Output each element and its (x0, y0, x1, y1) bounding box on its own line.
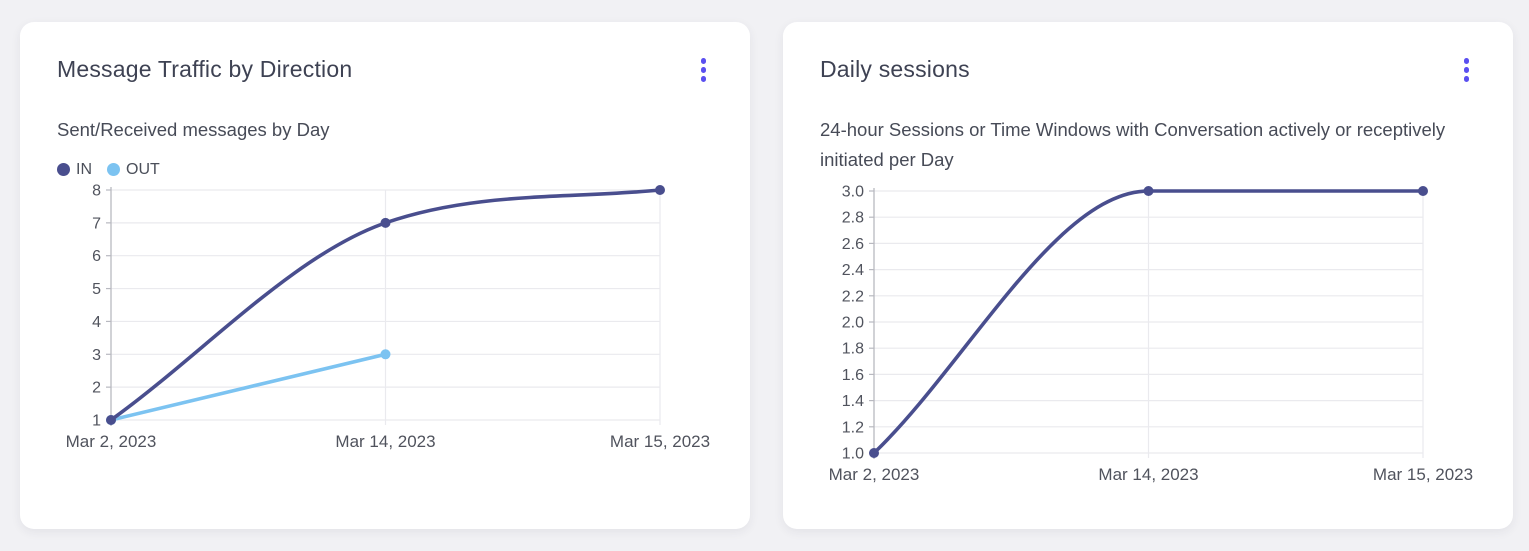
y-tick-label: 3 (92, 346, 101, 363)
legend-label: IN (76, 160, 92, 178)
line-chart-daily-sessions: 1.0 1.2 1.4 1.6 1.8 2.0 2.2 2.4 2.6 2.8 3.0 Mar 2, … (829, 183, 1473, 484)
data-point (655, 184, 665, 195)
x-tick-label: Mar 14, 2023 (1098, 465, 1198, 484)
card-daily-sessions: Daily sessions 24-hour Sessions or Time … (783, 22, 1513, 529)
kebab-dot (1463, 76, 1469, 82)
y-tick-label: 1.8 (842, 340, 864, 357)
y-tick-label: 2 (92, 379, 101, 396)
y-tick-label: 2.2 (842, 288, 864, 305)
y-tick-label: 3.0 (842, 183, 864, 200)
card-subtitle: 24-hour Sessions or Time Windows with Co… (820, 118, 1446, 170)
y-tick-label: 5 (92, 281, 101, 298)
card-message-traffic: Message Traffic by Direction Sent/Receiv… (20, 22, 750, 529)
legend-item-in[interactable]: IN (57, 161, 92, 179)
kebab-dot (700, 76, 706, 82)
y-tick-label: 2.6 (842, 235, 864, 252)
legend-label: OUT (126, 160, 160, 178)
y-tick-label: 8 (92, 182, 101, 199)
card-title: Message Traffic by Direction (57, 56, 353, 83)
x-tick-label: Mar 2, 2023 (66, 432, 157, 451)
y-tick-label: 2.0 (842, 314, 864, 331)
card-subtitle: Sent/Received messages by Day (57, 118, 330, 140)
card-title: Daily sessions (820, 56, 970, 83)
data-point (1418, 185, 1428, 196)
card-header: Daily sessions (820, 54, 1477, 86)
data-point (380, 348, 391, 359)
y-tick-label: 1.6 (842, 366, 864, 383)
kebab-dot (1463, 58, 1469, 64)
y-tick-label: 1.2 (842, 419, 864, 436)
legend-dot (107, 163, 120, 176)
legend-item-out[interactable]: OUT (107, 161, 160, 179)
y-tick-label: 2.8 (842, 209, 864, 226)
data-point (869, 447, 879, 458)
kebab-dot (1463, 67, 1469, 73)
y-tick-label: 1 (92, 412, 101, 429)
line-chart-message-traffic: 1 2 3 4 5 6 7 8 Mar 2, 2023 Mar 14, 2023 Mar 15, 2… (66, 182, 710, 451)
y-tick-label: 2.4 (842, 262, 864, 279)
kebab-dot (700, 58, 706, 64)
kebab-dot (700, 67, 706, 73)
y-tick-label: 1.4 (842, 393, 864, 410)
data-point (1143, 185, 1154, 196)
x-tick-label: Mar 2, 2023 (829, 465, 920, 484)
y-tick-label: 1.0 (842, 445, 864, 462)
data-point (380, 217, 391, 228)
data-point (106, 414, 116, 425)
y-tick-label: 7 (92, 215, 101, 232)
x-tick-label: Mar 14, 2023 (335, 432, 435, 451)
y-tick-label: 4 (92, 313, 101, 330)
series-line-out (109, 351, 388, 422)
x-tick-label: Mar 15, 2023 (610, 432, 710, 451)
x-tick-label: Mar 15, 2023 (1373, 465, 1473, 484)
y-tick-label: 6 (92, 248, 101, 265)
series-line-daily-sessions (872, 188, 1425, 455)
kebab-menu-icon[interactable] (1456, 54, 1478, 86)
chart-legend: IN OUT (57, 161, 714, 179)
card-header: Message Traffic by Direction (57, 54, 714, 86)
kebab-menu-icon[interactable] (693, 54, 715, 86)
legend-dot (57, 163, 70, 176)
